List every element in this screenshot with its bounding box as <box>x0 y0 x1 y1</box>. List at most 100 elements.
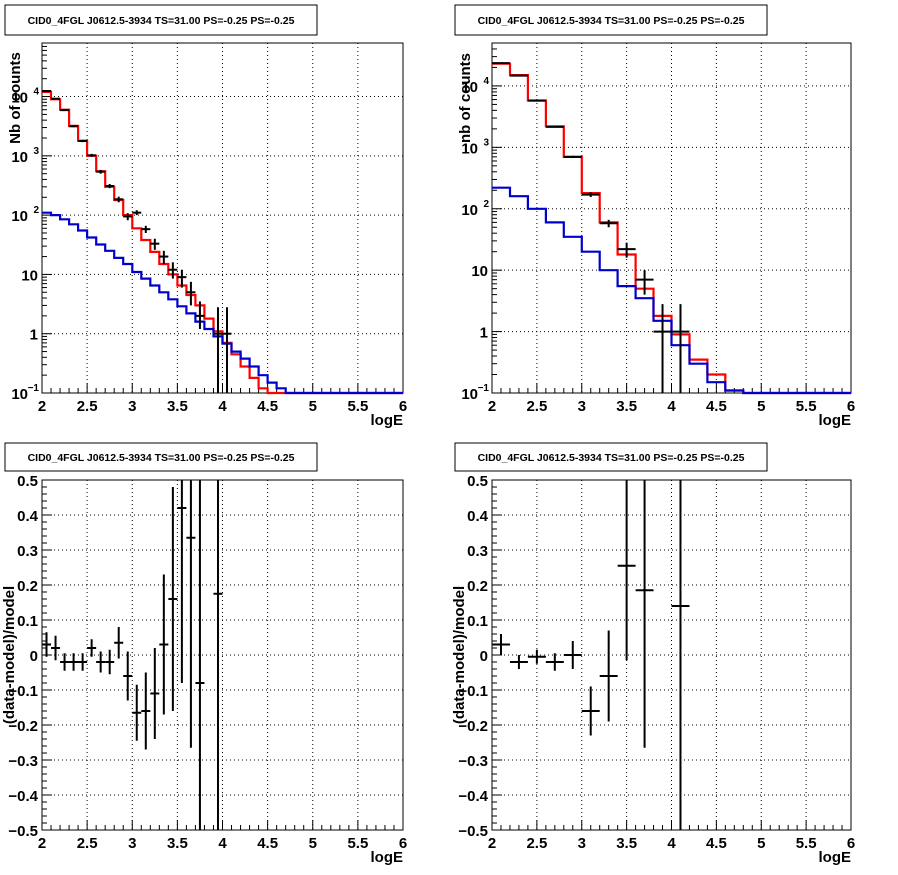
x-tick-label: 3 <box>578 398 586 415</box>
y-axis-label: (data-model)/model <box>451 586 468 724</box>
data-point <box>222 307 232 393</box>
chart-title: CID0_4FGL J0612.5-3934 TS=31.00 PS=-0.25… <box>28 15 295 27</box>
data-points <box>492 480 690 830</box>
x-axis-label: logE <box>819 412 852 429</box>
y-tick-exponent: 4 <box>33 87 39 98</box>
data-point <box>599 630 618 722</box>
x-tick-label: 4.5 <box>257 835 278 852</box>
grid <box>42 43 403 393</box>
y-tick-label: 10 <box>11 149 28 166</box>
y-tick-label: 0 <box>30 648 38 665</box>
chart-title: CID0_4FGL J0612.5-3934 TS=31.00 PS=-0.25… <box>28 452 295 464</box>
y-tick-label: −0.3 <box>458 753 488 770</box>
x-tick-label: 5.5 <box>796 398 817 415</box>
data-point <box>509 655 528 669</box>
x-tick-label: 4.5 <box>706 835 727 852</box>
x-tick-label: 3.5 <box>167 835 188 852</box>
x-tick-label: 3.5 <box>616 398 637 415</box>
y-tick-label: 1 <box>30 327 38 344</box>
x-tick-label: 5 <box>309 398 317 415</box>
data-point <box>150 648 160 739</box>
y-axis <box>492 42 502 394</box>
y-tick-label: 10 <box>11 386 28 403</box>
x-axis <box>41 820 404 830</box>
data-point <box>51 635 61 661</box>
data-point <box>168 262 178 279</box>
data-point <box>213 307 223 393</box>
data-point <box>96 651 106 673</box>
y-tick-label: 10 <box>461 202 478 219</box>
data-point <box>96 169 106 174</box>
data-point <box>159 574 169 715</box>
y-tick-exponent: 3 <box>33 146 39 157</box>
data-point <box>492 634 510 655</box>
x-axis <box>491 820 852 830</box>
y-axis <box>42 42 52 394</box>
data-point <box>527 99 546 102</box>
data-point <box>105 649 115 675</box>
y-axis-label: nb of counts <box>457 53 474 143</box>
x-tick-label: 4 <box>218 835 227 852</box>
chart-title-box: CID0_4FGL J0612.5-3934 TS=31.00 PS=-0.25… <box>454 4 768 36</box>
x-tick-label: 3 <box>128 835 136 852</box>
data-point <box>599 219 618 228</box>
y-tick-label: 0 <box>480 648 488 665</box>
chart-title: CID0_4FGL J0612.5-3934 TS=31.00 PS=-0.25… <box>478 15 745 27</box>
chart-panel-3: CID0_4FGL J0612.5-3934 TS=31.00 PS=-0.25… <box>1 442 407 866</box>
x-tick-label: 5 <box>757 398 765 415</box>
data-point <box>195 480 205 830</box>
x-tick-label: 2 <box>38 835 46 852</box>
data-point <box>69 125 79 128</box>
y-tick-label: −0.5 <box>8 823 38 840</box>
data-points <box>42 90 232 393</box>
x-axis-label: logE <box>819 849 852 866</box>
series-step-blue <box>492 186 851 395</box>
data-point <box>87 153 97 157</box>
x-tick-label: 6 <box>399 835 407 852</box>
y-tick-exponent: 3 <box>483 137 489 148</box>
data-points <box>42 480 223 830</box>
data-point <box>168 487 178 711</box>
x-axis <box>41 383 404 393</box>
y-tick-exponent: −1 <box>28 383 40 394</box>
y-tick-label: 0.3 <box>17 543 38 560</box>
y-tick-label: 0.5 <box>17 473 38 490</box>
data-point <box>653 304 672 393</box>
x-axis-label: logE <box>371 412 404 429</box>
x-tick-label: 6 <box>847 398 855 415</box>
y-tick-label: −0.1 <box>8 683 38 700</box>
y-tick-exponent: 4 <box>483 76 489 87</box>
series-step-blue <box>42 211 403 395</box>
grid <box>42 480 403 830</box>
data-point <box>213 480 223 830</box>
y-axis-label: (data-model)/model <box>1 586 18 724</box>
y-tick-label: −0.2 <box>458 718 488 735</box>
x-tick-label: 2 <box>488 398 496 415</box>
chart-panel-4: CID0_4FGL J0612.5-3934 TS=31.00 PS=-0.25… <box>451 442 855 866</box>
data-point <box>123 213 133 221</box>
x-tick-label: 3 <box>578 835 586 852</box>
data-point <box>159 250 169 264</box>
data-points <box>492 62 690 393</box>
title-frame <box>4 442 318 472</box>
y-tick-label: 0.4 <box>467 508 489 525</box>
y-tick-label: 10 <box>21 267 38 284</box>
x-tick-label: 2 <box>38 398 46 415</box>
y-tick-label: 0.3 <box>467 543 488 560</box>
x-tick-label: 6 <box>847 835 855 852</box>
x-tick-label: 5 <box>309 835 317 852</box>
y-tick-label: −0.2 <box>8 718 38 735</box>
chart-panel-1: CID0_4FGL J0612.5-3934 TS=31.00 PS=-0.25… <box>4 4 407 429</box>
x-axis <box>491 383 852 393</box>
y-tick-label: 0.4 <box>17 508 39 525</box>
data-point <box>132 210 142 216</box>
data-point <box>123 651 133 701</box>
title-frame <box>4 4 318 36</box>
data-point <box>195 301 205 330</box>
data-point <box>563 155 582 159</box>
title-frame <box>454 4 768 36</box>
data-point <box>42 90 52 93</box>
x-tick-label: 4 <box>667 835 676 852</box>
y-tick-label: 0.2 <box>467 578 488 595</box>
y-tick-exponent: 2 <box>483 199 489 210</box>
